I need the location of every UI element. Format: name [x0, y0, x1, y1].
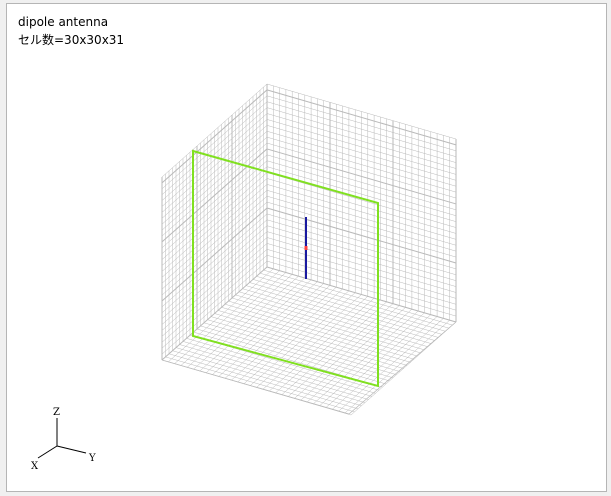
x-axis — [37, 445, 58, 459]
3d-viewport[interactable]: dipole antenna セル数=30x30x31 Z X Y — [6, 3, 607, 492]
y-axis — [56, 445, 87, 454]
scene-canvas: Z X Y — [31, 83, 457, 472]
model-title: dipole antenna — [18, 15, 109, 29]
x-axis-label: X — [31, 461, 39, 472]
z-axis-label: Z — [53, 407, 60, 418]
cell-count-label: セル数=30x30x31 — [18, 33, 125, 47]
axis-triad: Z X Y — [31, 407, 96, 472]
feed-point — [304, 246, 308, 250]
info-overlay: dipole antenna セル数=30x30x31 — [18, 13, 124, 49]
observation-plane-outline — [192, 149, 379, 388]
fdtd-grid — [161, 83, 457, 416]
y-axis-label: Y — [88, 453, 96, 464]
